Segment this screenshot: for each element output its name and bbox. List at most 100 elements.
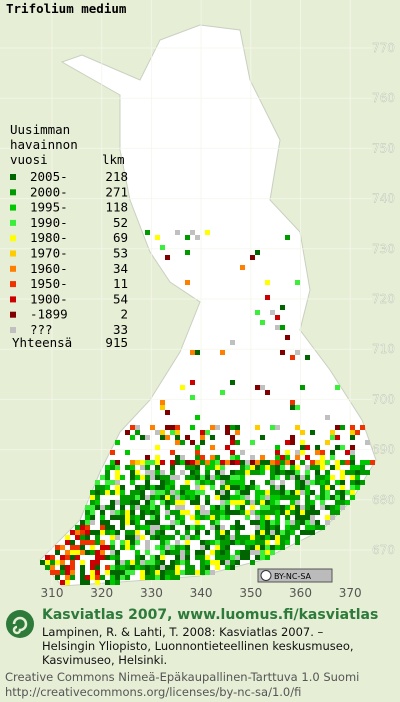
observation-square	[125, 450, 130, 455]
observation-square	[240, 550, 245, 555]
observation-square	[50, 565, 55, 570]
observation-square	[140, 535, 145, 540]
observation-square	[195, 520, 200, 525]
observation-square	[130, 500, 135, 505]
observation-square	[110, 490, 115, 495]
observation-square	[145, 520, 150, 525]
observation-square	[220, 540, 225, 545]
observation-square	[175, 490, 180, 495]
observation-square	[270, 470, 275, 475]
observation-square	[70, 540, 75, 545]
observation-square	[210, 435, 215, 440]
observation-square	[255, 425, 260, 430]
observation-square	[235, 535, 240, 540]
observation-square	[115, 570, 120, 575]
observation-square	[245, 550, 250, 555]
cc-badge-text: BY-NC-SA	[274, 572, 312, 581]
y-coordinate-label: 710	[372, 342, 395, 356]
observation-square	[115, 440, 120, 445]
observation-square	[215, 565, 220, 570]
observation-square	[235, 500, 240, 505]
observation-square	[335, 465, 340, 470]
observation-square	[70, 575, 75, 580]
observation-square	[190, 440, 195, 445]
observation-square	[200, 545, 205, 550]
observation-square	[235, 555, 240, 560]
y-coordinate-label: 750	[372, 141, 395, 155]
observation-square	[280, 495, 285, 500]
observation-square	[60, 580, 65, 585]
observation-square	[85, 580, 90, 585]
observation-square	[310, 490, 315, 495]
observation-square	[135, 565, 140, 570]
observation-square	[175, 515, 180, 520]
observation-square	[250, 560, 255, 565]
observation-square	[205, 230, 210, 235]
observation-square	[150, 570, 155, 575]
observation-square	[300, 460, 305, 465]
observation-square	[255, 525, 260, 530]
observation-square	[220, 490, 225, 495]
observation-square	[250, 465, 255, 470]
observation-square	[200, 555, 205, 560]
observation-square	[320, 505, 325, 510]
observation-square	[145, 495, 150, 500]
observation-square	[170, 480, 175, 485]
observation-square	[135, 470, 140, 475]
observation-square	[155, 570, 160, 575]
observation-square	[160, 245, 165, 250]
observation-square	[210, 550, 215, 555]
observation-square	[160, 560, 165, 565]
observation-square	[260, 545, 265, 550]
observation-square	[275, 425, 280, 430]
observation-square	[315, 470, 320, 475]
observation-square	[180, 460, 185, 465]
observation-square	[245, 465, 250, 470]
observation-square	[235, 510, 240, 515]
observation-square	[280, 470, 285, 475]
observation-square	[155, 495, 160, 500]
observation-square	[120, 510, 125, 515]
observation-square	[125, 500, 130, 505]
observation-square	[285, 440, 290, 445]
observation-square	[265, 465, 270, 470]
observation-square	[315, 525, 320, 530]
observation-square	[140, 560, 145, 565]
observation-square	[235, 455, 240, 460]
observation-square	[240, 540, 245, 545]
observation-square	[235, 425, 240, 430]
observation-square	[335, 505, 340, 510]
observation-square	[160, 485, 165, 490]
observation-square	[265, 520, 270, 525]
observation-square	[345, 450, 350, 455]
observation-square	[105, 565, 110, 570]
legend-count-header: lkm	[102, 152, 125, 167]
observation-square	[280, 545, 285, 550]
observation-square	[160, 460, 165, 465]
observation-square	[235, 490, 240, 495]
observation-square	[185, 570, 190, 575]
observation-square	[320, 495, 325, 500]
observation-square	[115, 475, 120, 480]
observation-square	[210, 480, 215, 485]
observation-square	[210, 540, 215, 545]
observation-square	[220, 475, 225, 480]
observation-square	[75, 530, 80, 535]
observation-square	[185, 555, 190, 560]
observation-square	[125, 575, 130, 580]
observation-square	[240, 555, 245, 560]
observation-square	[175, 425, 180, 430]
observation-square	[240, 500, 245, 505]
observation-square	[190, 460, 195, 465]
observation-square	[265, 510, 270, 515]
observation-square	[255, 250, 260, 255]
observation-square	[175, 230, 180, 235]
legend-count: 11	[113, 276, 128, 291]
observation-square	[110, 510, 115, 515]
observation-square	[220, 460, 225, 465]
observation-square	[290, 530, 295, 535]
observation-square	[165, 495, 170, 500]
logo-spiral	[12, 616, 28, 635]
observation-square	[305, 525, 310, 530]
observation-square	[160, 430, 165, 435]
